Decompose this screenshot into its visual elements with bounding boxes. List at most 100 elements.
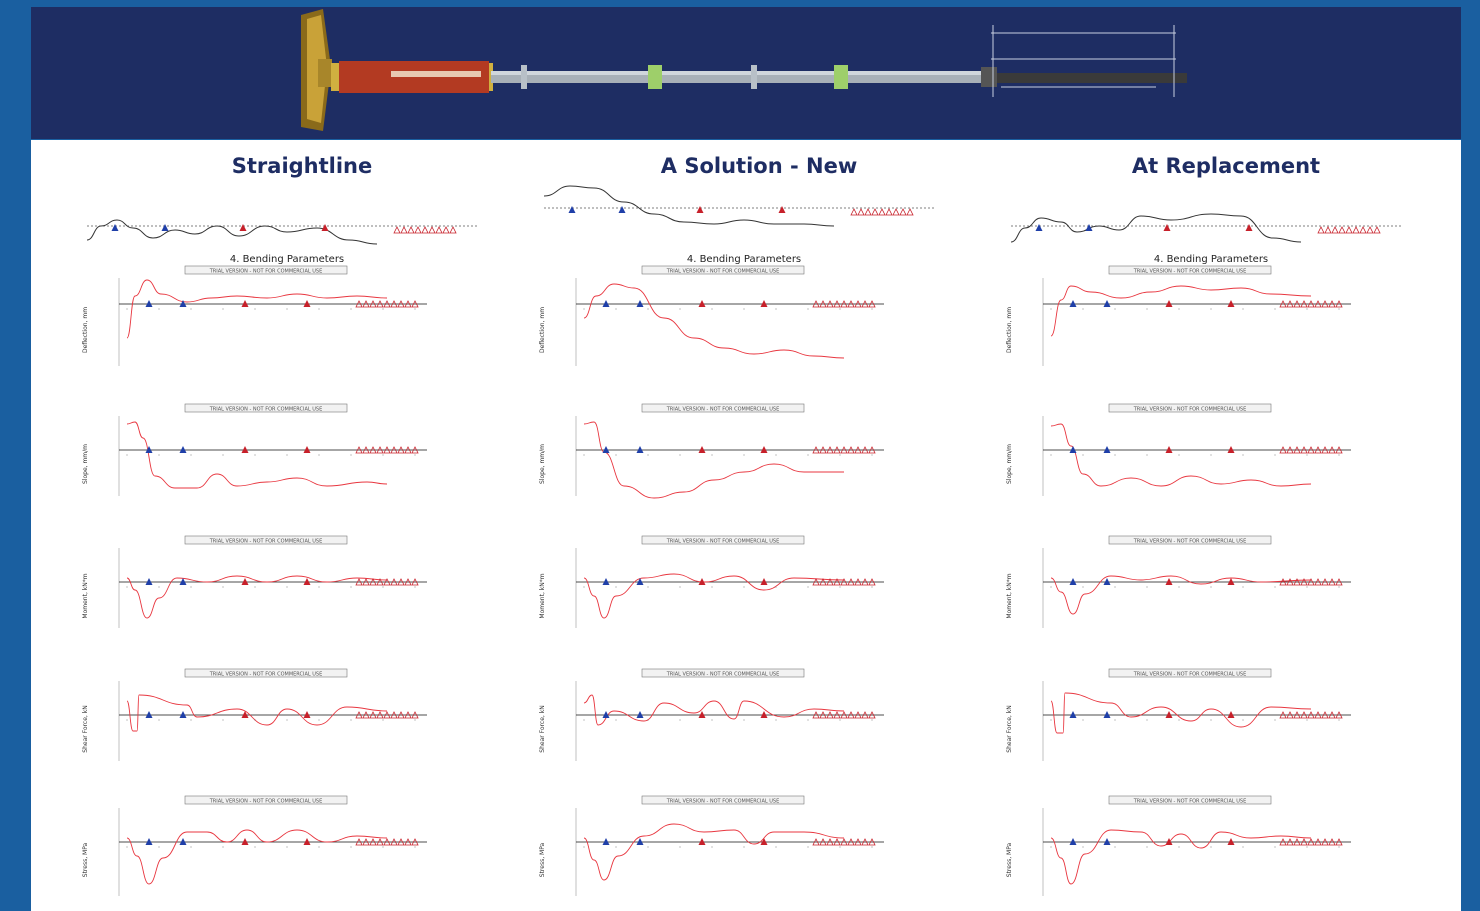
support-marker [145, 838, 153, 845]
curve [583, 823, 845, 881]
bearing-marker [1286, 446, 1294, 454]
curve [1050, 692, 1312, 734]
support-marker [1165, 578, 1173, 585]
bearing-marker [840, 446, 848, 454]
watermark-label: TRIAL VERSION - NOT FOR COMMERCIAL USE [666, 672, 780, 678]
bearing-marker [369, 838, 377, 846]
watermark-label: TRIAL VERSION - NOT FOR COMMERCIAL USE [1133, 539, 1247, 545]
bearing-marker [1307, 838, 1315, 846]
support-marker [698, 711, 706, 718]
bearing-marker [1328, 578, 1336, 586]
bearing-marker [1345, 226, 1353, 234]
support-marker [698, 578, 706, 585]
support-marker [241, 446, 249, 453]
bearing-marker [1307, 711, 1315, 719]
watermark-label: TRIAL VERSION - NOT FOR COMMERCIAL USE [666, 407, 780, 413]
support-marker [618, 206, 626, 213]
support-marker [145, 711, 153, 718]
watermark-label: TRIAL VERSION - NOT FOR COMMERCIAL USE [1133, 672, 1247, 678]
alignment-curve [86, 219, 477, 245]
bearing-marker [1307, 300, 1315, 308]
bearing-marker [404, 578, 412, 586]
bearing-2 [834, 65, 848, 89]
curve [583, 283, 845, 359]
plot-slope: TRIAL VERSION - NOT FOR COMMERCIAL USE Sl… [82, 403, 427, 496]
content-panel: Straightline 4. Bending Parameters TRIAL … [31, 140, 1461, 911]
support-marker [1069, 578, 1077, 585]
support-marker [636, 578, 644, 585]
bearing-marker [1314, 446, 1322, 454]
bearing-marker [819, 446, 827, 454]
bearing-marker [376, 446, 384, 454]
dimension-lines [991, 25, 1176, 97]
bearing-marker [390, 446, 398, 454]
bearing-marker [878, 208, 886, 216]
axis-label: Slope, mm/m [539, 444, 546, 484]
support-marker [1069, 711, 1077, 718]
bearing-marker [1328, 838, 1336, 846]
bearing-marker [847, 711, 855, 719]
support-marker [161, 224, 169, 231]
bearing-marker [854, 578, 862, 586]
bearing-marker [840, 578, 848, 586]
support-marker [698, 446, 706, 453]
support-marker [179, 446, 187, 453]
bearing-marker [1300, 300, 1308, 308]
bearing-marker [411, 300, 419, 308]
bearing-marker [383, 838, 391, 846]
bearing-marker [404, 711, 412, 719]
bearing-marker [1328, 711, 1336, 719]
support-marker [698, 838, 706, 845]
curve [1050, 285, 1312, 337]
support-marker [241, 838, 249, 845]
shaft-banner [31, 7, 1461, 139]
bearing-marker [819, 300, 827, 308]
propeller-icon [301, 9, 332, 131]
bearing-marker [369, 446, 377, 454]
curve [126, 694, 388, 732]
alignment-curve [1010, 213, 1401, 243]
bearing-marker [868, 711, 876, 719]
bearing-marker [1293, 446, 1301, 454]
bearing-marker [1328, 300, 1336, 308]
bearing-marker [355, 711, 363, 719]
bearing-marker [819, 578, 827, 586]
bearing-marker [1293, 711, 1301, 719]
bearing-marker [362, 300, 370, 308]
bearing-marker [854, 711, 862, 719]
bearing-marker [847, 578, 855, 586]
bearing-marker [1335, 711, 1343, 719]
section-title: 4. Bending Parameters [1154, 254, 1268, 265]
bearing-marker [1321, 838, 1329, 846]
curve [126, 421, 388, 489]
axis-label: Deflection, mm [82, 307, 89, 353]
plot-stress: TRIAL VERSION - NOT FOR COMMERCIAL USE St… [82, 795, 427, 896]
bearing-marker [1314, 578, 1322, 586]
bearing-marker [833, 578, 841, 586]
column-straightline: Straightline 4. Bending Parameters TRIAL … [67, 140, 537, 911]
support-marker [698, 300, 706, 307]
section-title: 4. Bending Parameters [687, 254, 801, 265]
support-marker [1035, 224, 1043, 231]
plot-stress: TRIAL VERSION - NOT FOR COMMERCIAL USE St… [1006, 795, 1351, 896]
bearing-marker [355, 838, 363, 846]
plot-deflection: TRIAL VERSION - NOT FOR COMMERCIAL USE De… [539, 265, 884, 366]
bearing-marker [819, 711, 827, 719]
axis-label: Moment, kN*m [1006, 573, 1013, 618]
bearing-marker [404, 446, 412, 454]
bearing-1 [648, 65, 662, 89]
bearing-marker [1279, 300, 1287, 308]
curve [583, 694, 845, 726]
bearing-marker [362, 838, 370, 846]
support-marker [636, 838, 644, 845]
bearing-marker [906, 208, 914, 216]
bearing-marker [1300, 446, 1308, 454]
support-marker [1245, 224, 1253, 231]
bearing-marker [840, 711, 848, 719]
support-marker [602, 711, 610, 718]
section-title: 4. Bending Parameters [230, 254, 344, 265]
support-marker [602, 446, 610, 453]
bearing-marker [369, 578, 377, 586]
alignment-curve [543, 185, 934, 227]
